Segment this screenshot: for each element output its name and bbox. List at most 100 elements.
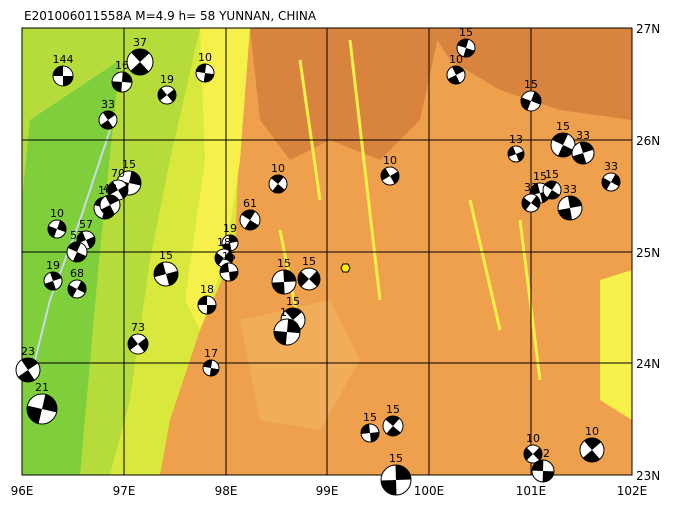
depth-label: 33 — [576, 129, 590, 142]
focal-mechanism: 18 — [214, 236, 234, 268]
depth-label: 15 — [389, 452, 403, 465]
depth-label: 15 — [286, 295, 300, 308]
compression-quadrant — [572, 142, 594, 164]
depth-label: 15 — [556, 120, 570, 133]
compression-quadrant — [532, 460, 554, 482]
focal-mechanism: 48 — [99, 182, 121, 216]
compression-quadrant — [521, 91, 541, 111]
depth-label: 19 — [160, 73, 174, 86]
focal-mechanism: 10 — [195, 51, 215, 83]
epicenter — [340, 263, 351, 273]
focal-mechanism: 16 — [111, 59, 133, 93]
y-axis-label: 27N — [636, 22, 660, 36]
depth-label: 15 — [533, 170, 547, 183]
focal-mechanism: 33 — [98, 98, 118, 130]
depth-label: 33 — [604, 160, 618, 173]
x-axis-label: 100E — [414, 484, 445, 498]
focal-mechanism: 19 — [221, 222, 239, 252]
depth-label: 15 — [122, 158, 136, 171]
compression-quadrant — [222, 235, 238, 251]
x-axis-label: 96E — [11, 484, 34, 498]
compression-quadrant — [457, 39, 475, 58]
compression-quadrant — [198, 295, 216, 314]
y-axis-label: 24N — [636, 357, 660, 371]
y-axis-label: 25N — [636, 246, 660, 260]
compression-quadrant — [522, 195, 540, 211]
focal-mechanism: 61 — [239, 197, 261, 231]
depth-label: 61 — [243, 197, 257, 210]
depth-label: 15 — [363, 411, 377, 424]
compression-quadrant — [157, 88, 177, 102]
compression-quadrant — [203, 360, 219, 376]
depth-label: 33 — [101, 98, 115, 111]
compression-quadrant — [272, 270, 296, 294]
compression-quadrant — [53, 66, 73, 86]
depth-label: 15 — [524, 78, 538, 91]
focal-mechanism: 10 — [579, 425, 605, 463]
depth-label: 13 — [509, 133, 523, 146]
depth-label: 19 — [46, 259, 60, 272]
compression-quadrant — [558, 196, 582, 220]
graticule — [21, 27, 633, 476]
depth-label: 57 — [79, 218, 93, 231]
depth-label: 16 — [98, 184, 112, 197]
focal-mechanism: 15 — [219, 250, 239, 282]
compression-quadrant — [220, 263, 238, 281]
focal-mechanism: 14 — [273, 306, 301, 346]
focal-mechanism: 21 — [26, 381, 58, 425]
compression-quadrant — [298, 271, 320, 287]
compression-quadrant — [508, 146, 524, 162]
x-axis-label: 99E — [316, 484, 339, 498]
depth-label: 73 — [131, 321, 145, 334]
compression-quadrant — [544, 181, 560, 199]
depth-label: 15 — [545, 168, 559, 181]
depth-label: 21 — [35, 381, 49, 394]
focal-mechanism: 15 — [271, 257, 297, 295]
compression-quadrant — [214, 250, 234, 266]
compression-quadrant — [48, 220, 66, 238]
compression-quadrant — [196, 63, 214, 82]
depth-label: 14 — [280, 306, 294, 319]
depth-label: 15 — [277, 257, 291, 270]
depth-label: 15 — [302, 255, 316, 268]
focal-mechanism: 33 — [521, 181, 541, 213]
focal-mechanism: 37 — [126, 36, 154, 76]
depth-label: 10 — [198, 51, 212, 64]
compression-quadrant — [381, 168, 399, 184]
compression-quadrant — [154, 262, 178, 286]
depth-label: 12 — [536, 447, 550, 460]
depth-label: 23 — [21, 345, 35, 358]
depth-label: 10 — [383, 154, 397, 167]
compression-quadrant — [44, 271, 62, 291]
compression-quadrant — [601, 174, 620, 190]
focal-mechanism: 15 — [380, 452, 412, 496]
depth-label: 33 — [524, 181, 538, 194]
focal-mechanism: 19 — [43, 259, 63, 291]
focal-mechanism: 15 — [542, 168, 562, 200]
x-axis-label: 97E — [113, 484, 136, 498]
focal-mechanism: 10 — [446, 53, 466, 85]
depth-label: 48 — [103, 182, 117, 195]
depth-label: 37 — [133, 36, 147, 49]
focal-mechanism: 33 — [601, 160, 621, 192]
focal-mechanism: 15 — [153, 249, 179, 287]
depth-label: 10 — [50, 207, 64, 220]
compression-quadrant — [108, 181, 129, 199]
x-axis-label: 98E — [215, 484, 238, 498]
compression-quadrant — [241, 209, 259, 230]
depth-label: 57 — [70, 229, 84, 242]
compression-quadrant — [18, 357, 38, 382]
depth-label: 70 — [111, 167, 125, 180]
compression-quadrant — [111, 72, 132, 92]
compression-quadrant — [381, 465, 411, 495]
compression-quadrant — [67, 281, 87, 297]
x-axis-label: 101E — [516, 484, 547, 498]
compression-quadrant — [100, 111, 116, 129]
compression-quadrant — [447, 65, 465, 85]
focal-mechanism: 15 — [360, 411, 380, 443]
focal-mechanism: 57 — [66, 229, 88, 263]
depth-label: 15 — [222, 250, 236, 263]
depth-label: 144 — [53, 53, 74, 66]
focal-mechanism: 144 — [52, 53, 74, 87]
focal-mechanism: 33 — [571, 129, 595, 165]
